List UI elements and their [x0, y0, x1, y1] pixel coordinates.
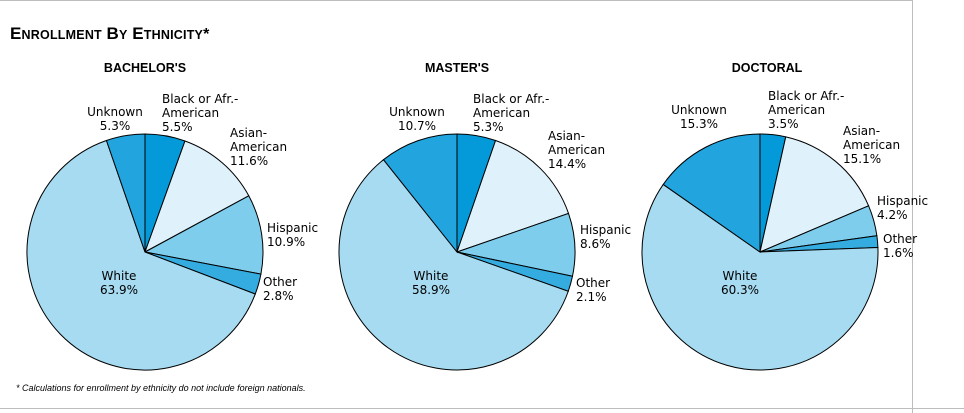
slice-value-label: 5.5% [162, 120, 193, 134]
pie-masters [338, 133, 576, 371]
slice-name-label: Asian- [230, 126, 267, 140]
pie-slice-bachelors-white [26, 139, 256, 371]
slice-value-label: 58.9% [412, 283, 450, 297]
slice-label-bachelors-asian: Asian-American 11.6% [230, 126, 287, 168]
slice-name-label: Asian- [548, 129, 585, 143]
slice-label-bachelors-hispanic: Hispanic 10.9% [267, 221, 318, 249]
slice-name-label: Hispanic [267, 221, 318, 235]
slice-name-label: Black or Afr.- [768, 89, 844, 103]
slice-name-label: American [768, 103, 825, 117]
slice-name-label: White [414, 269, 449, 283]
chart-title-masters: MASTER'S [424, 61, 490, 75]
slice-value-label: 15.3% [680, 117, 718, 131]
slice-name-label: Black or Afr.- [473, 92, 549, 106]
pie-slice-bachelors-hispanic [143, 195, 264, 275]
slice-value-label: 10.9% [267, 235, 305, 249]
page-title: ENROLLMENT BY ETHNICITY* [10, 24, 210, 44]
slice-value-label: 5.3% [100, 119, 131, 133]
slice-value-label: 3.5% [768, 117, 799, 131]
slice-name-label: White [102, 269, 137, 283]
slice-value-label: 1.6% [883, 246, 914, 260]
slice-name-label: Unknown [671, 103, 727, 117]
slice-name-label: Unknown [389, 105, 445, 119]
chart-title-doctoral: DOCTORAL [731, 61, 803, 75]
pie-slice-masters-unknown [382, 133, 458, 254]
frame-right-border [912, 0, 913, 413]
slice-value-label: 10.7% [398, 119, 436, 133]
slice-label-doctoral-black: Black or Afr.-American 3.5% [768, 89, 844, 131]
slice-name-label: Unknown [87, 105, 143, 119]
slice-name-label: American [548, 143, 605, 157]
slice-value-label: 8.6% [580, 237, 611, 251]
slice-name-label: American [473, 106, 530, 120]
slice-label-masters-hispanic: Hispanic 8.6% [580, 223, 631, 251]
frame-bottom-border [0, 408, 964, 409]
slice-label-bachelors-unknown: Unknown 5.3% [87, 105, 143, 133]
pie-slice-bachelors-asian [144, 140, 250, 254]
slice-value-label: 5.3% [473, 120, 504, 134]
chart-title-bachelors: BACHELOR'S [103, 61, 187, 75]
slice-name-label: American [843, 138, 900, 152]
pie-slice-bachelors-unknown [105, 133, 146, 253]
footnote: * Calculations for enrollment by ethnici… [16, 383, 306, 393]
slice-label-masters-other: Other 2.1% [576, 276, 610, 304]
pie-bachelors [26, 133, 264, 371]
pie-slice-masters-asian [456, 139, 570, 253]
slice-name-label: White [723, 269, 758, 283]
pie-slice-masters-white [338, 158, 569, 371]
slice-label-doctoral-unknown: Unknown 15.3% [671, 103, 727, 131]
pie-slice-doctoral-unknown [662, 133, 761, 253]
slice-label-doctoral-asian: Asian-American 15.1% [843, 124, 900, 166]
slice-label-doctoral-hispanic: Hispanic 4.2% [877, 194, 928, 222]
slice-name-label: Black or Afr.- [162, 92, 238, 106]
slice-label-bachelors-white: White 63.9% [100, 269, 138, 297]
slice-name-label: Hispanic [580, 223, 631, 237]
frame-top-border [0, 0, 912, 1]
pie-slice-doctoral-white [641, 183, 879, 371]
slice-label-doctoral-white: White 60.3% [721, 269, 759, 297]
slice-name-label: Other [263, 275, 297, 289]
slice-label-doctoral-other: Other 1.6% [883, 232, 917, 260]
slice-label-masters-unknown: Unknown 10.7% [389, 105, 445, 133]
slice-label-bachelors-black: Black or Afr.-American 5.5% [162, 92, 238, 134]
slice-value-label: 4.2% [877, 208, 908, 222]
slice-label-masters-black: Black or Afr.-American 5.3% [473, 92, 549, 134]
slice-value-label: 60.3% [721, 283, 759, 297]
slice-value-label: 63.9% [100, 283, 138, 297]
page-title-text: ENROLLMENT BY ETHNICITY* [10, 24, 210, 43]
slice-name-label: American [230, 140, 287, 154]
slice-name-label: Other [883, 232, 917, 246]
slice-label-bachelors-other: Other 2.8% [263, 275, 297, 303]
slice-value-label: 15.1% [843, 152, 881, 166]
slice-label-masters-white: White 58.9% [412, 269, 450, 297]
slice-value-label: 2.8% [263, 289, 294, 303]
slice-value-label: 2.1% [576, 290, 607, 304]
slice-name-label: Hispanic [877, 194, 928, 208]
slice-name-label: Other [576, 276, 610, 290]
slice-value-label: 11.6% [230, 154, 268, 168]
pie-slice-doctoral-asian [759, 136, 870, 253]
slice-label-masters-asian: Asian-American 14.4% [548, 129, 605, 171]
pie-doctoral [641, 133, 879, 371]
slice-value-label: 14.4% [548, 157, 586, 171]
slice-name-label: American [162, 106, 219, 120]
slice-name-label: Asian- [843, 124, 880, 138]
